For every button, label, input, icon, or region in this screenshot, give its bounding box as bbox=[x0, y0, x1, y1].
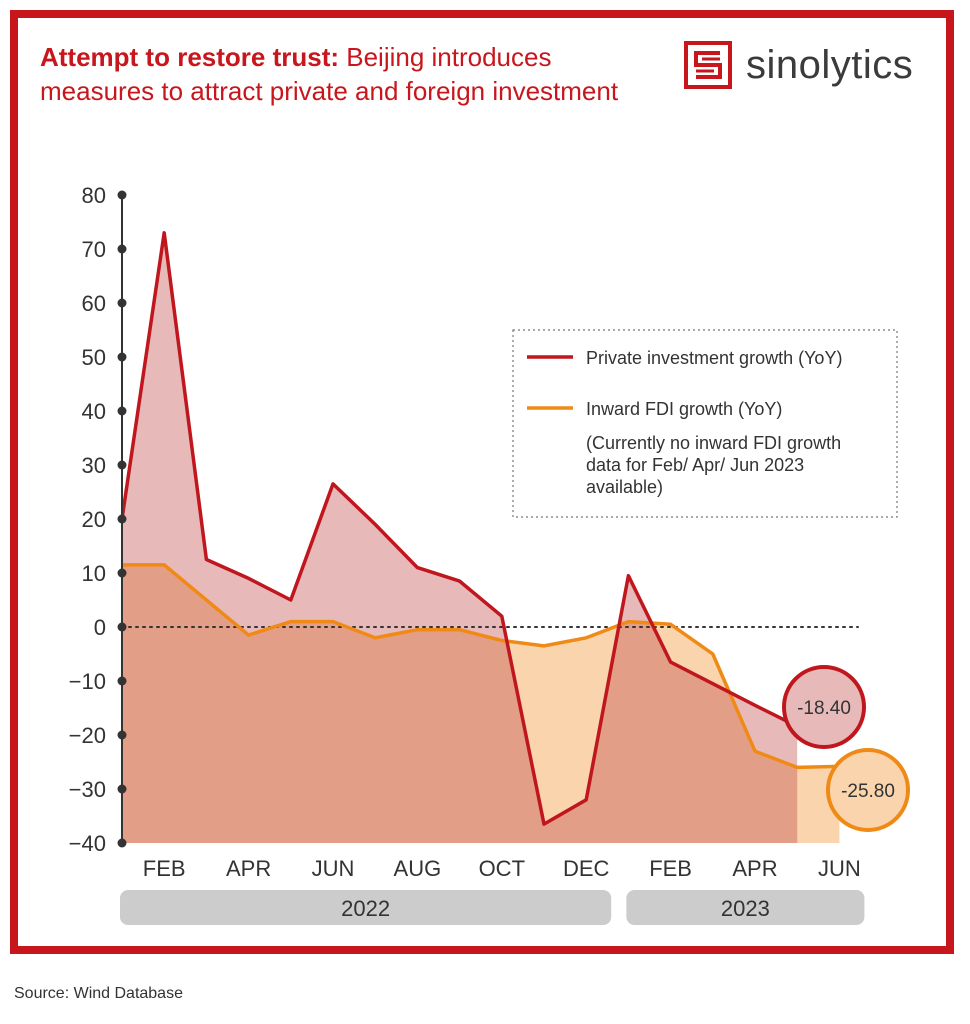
x-axis: FEB APR JUN AUG OCT DEC FEB APR JUN 2022 2023 bbox=[120, 856, 865, 925]
y-tick-dot bbox=[117, 838, 127, 848]
y-tick-label: 80 bbox=[82, 183, 106, 208]
end-value-label: -18.40 bbox=[797, 698, 851, 719]
y-tick-dot bbox=[117, 244, 127, 254]
y-tick-dot bbox=[117, 784, 127, 794]
year-group-label: 2022 bbox=[341, 896, 390, 921]
year-group-label: 2023 bbox=[721, 896, 770, 921]
legend-label-private: Private investment growth (YoY) bbox=[586, 348, 842, 368]
brand-name: sinolytics bbox=[746, 42, 914, 87]
y-tick-label: 20 bbox=[82, 507, 106, 532]
y-tick-label: −10 bbox=[69, 669, 106, 694]
source-note: Source: Wind Database bbox=[14, 985, 183, 1002]
x-tick-label: FEB bbox=[143, 856, 186, 881]
end-value-bubble bbox=[782, 665, 866, 749]
x-tick-label: JUN bbox=[312, 856, 355, 881]
y-tick-dot bbox=[117, 298, 127, 308]
sinolytics-logo-icon bbox=[684, 41, 732, 89]
y-tick-label: 70 bbox=[82, 237, 106, 262]
chart-svg: 80 70 60 50 40 30 20 10 0 −10 −20 −30 −40 FEB APR JUN A… bbox=[69, 183, 910, 925]
y-tick-dot bbox=[117, 514, 127, 524]
brand: sinolytics bbox=[684, 40, 913, 90]
area-fills bbox=[122, 232, 840, 844]
y-tick-label: −20 bbox=[69, 723, 106, 748]
end-value-label: -25.80 bbox=[841, 781, 895, 802]
x-tick-label: FEB bbox=[649, 856, 692, 881]
legend-label-fdi: Inward FDI growth (YoY) bbox=[586, 399, 782, 419]
legend-box bbox=[512, 329, 898, 518]
y-tick-dot bbox=[117, 676, 127, 686]
y-tick-label: 40 bbox=[82, 399, 106, 424]
end-labels: -18.40 -25.80 bbox=[782, 665, 910, 832]
chart-title-rest: Beijing introduces measures to attract p… bbox=[40, 42, 619, 106]
legend-note-line: (Currently no inward FDI growth bbox=[586, 433, 841, 453]
legend: Private investment growth (YoY) Inward FD… bbox=[512, 329, 898, 518]
y-tick-label: 0 bbox=[94, 615, 106, 640]
y-tick-label: 60 bbox=[82, 291, 106, 316]
y-axis: 80 70 60 50 40 30 20 10 0 −10 −20 −30 −40 bbox=[69, 183, 127, 856]
x-tick-label: APR bbox=[732, 856, 777, 881]
y-tick-dot bbox=[117, 460, 127, 470]
x-tick-label: AUG bbox=[394, 856, 442, 881]
y-tick-label: −40 bbox=[69, 831, 106, 856]
chart-title-bold: Attempt to restore trust: bbox=[40, 42, 340, 72]
y-tick-dot bbox=[117, 622, 127, 632]
fdi-line bbox=[122, 563, 840, 770]
x-tick-label: APR bbox=[226, 856, 271, 881]
y-tick-dot bbox=[117, 568, 127, 578]
legend-note-line: data for Feb/ Apr/ Jun 2023 bbox=[586, 455, 804, 475]
private-line bbox=[120, 231, 798, 826]
y-tick-label: 50 bbox=[82, 345, 106, 370]
x-tick-label: OCT bbox=[479, 856, 525, 881]
y-tick-label: 30 bbox=[82, 453, 106, 478]
chart-title: Attempt to restore trust: Beijing introd… bbox=[40, 40, 640, 108]
legend-note-line: available) bbox=[586, 477, 663, 497]
y-tick-dot bbox=[117, 190, 127, 200]
y-tick-label: −30 bbox=[69, 777, 106, 802]
y-tick-dot bbox=[117, 352, 127, 362]
y-tick-label: 10 bbox=[82, 561, 106, 586]
year-group-bar bbox=[120, 890, 612, 925]
year-group-bar bbox=[626, 890, 865, 925]
series-lines bbox=[120, 231, 840, 826]
y-tick-dot bbox=[117, 406, 127, 416]
x-tick-label: JUN bbox=[818, 856, 861, 881]
end-value-bubble bbox=[826, 748, 910, 832]
x-tick-label: DEC bbox=[563, 856, 610, 881]
y-tick-dot bbox=[117, 730, 127, 740]
